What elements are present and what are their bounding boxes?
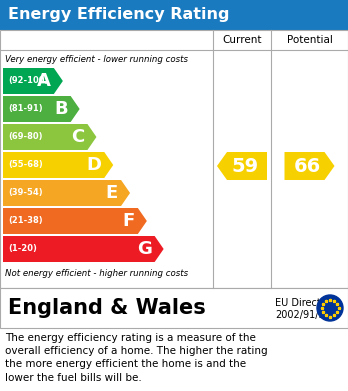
Bar — [0, 30, 348, 288]
Text: (1-20): (1-20) — [8, 244, 37, 253]
Polygon shape — [3, 124, 96, 150]
Polygon shape — [3, 96, 80, 122]
Text: Not energy efficient - higher running costs: Not energy efficient - higher running co… — [5, 269, 188, 278]
Text: (39-54): (39-54) — [8, 188, 42, 197]
Text: (69-80): (69-80) — [8, 133, 42, 142]
Polygon shape — [3, 208, 147, 234]
Polygon shape — [3, 68, 63, 94]
Text: Current: Current — [222, 35, 262, 45]
Text: (92-100): (92-100) — [8, 77, 48, 86]
Text: D: D — [86, 156, 101, 174]
Text: (55-68): (55-68) — [8, 160, 43, 170]
Text: (21-38): (21-38) — [8, 217, 42, 226]
Text: Potential: Potential — [286, 35, 332, 45]
Polygon shape — [217, 152, 267, 180]
Polygon shape — [285, 152, 334, 180]
Text: F: F — [122, 212, 135, 230]
Text: 66: 66 — [294, 156, 321, 176]
Text: EU Directive: EU Directive — [275, 298, 335, 308]
Polygon shape — [3, 236, 164, 262]
Bar — [0, 288, 348, 328]
Text: B: B — [54, 100, 68, 118]
Text: G: G — [137, 240, 152, 258]
Bar — [0, 0, 348, 30]
Text: E: E — [106, 184, 118, 202]
Polygon shape — [3, 180, 130, 206]
Polygon shape — [3, 152, 113, 178]
Text: Very energy efficient - lower running costs: Very energy efficient - lower running co… — [5, 56, 188, 65]
Text: 59: 59 — [231, 156, 259, 176]
Text: The energy efficiency rating is a measure of the
overall efficiency of a home. T: The energy efficiency rating is a measur… — [5, 333, 268, 383]
Circle shape — [317, 295, 343, 321]
Text: 2002/91/EC: 2002/91/EC — [275, 310, 331, 320]
Text: A: A — [37, 72, 51, 90]
Text: England & Wales: England & Wales — [8, 298, 206, 318]
Text: C: C — [71, 128, 85, 146]
Text: Energy Efficiency Rating: Energy Efficiency Rating — [8, 7, 229, 23]
Text: (81-91): (81-91) — [8, 104, 42, 113]
